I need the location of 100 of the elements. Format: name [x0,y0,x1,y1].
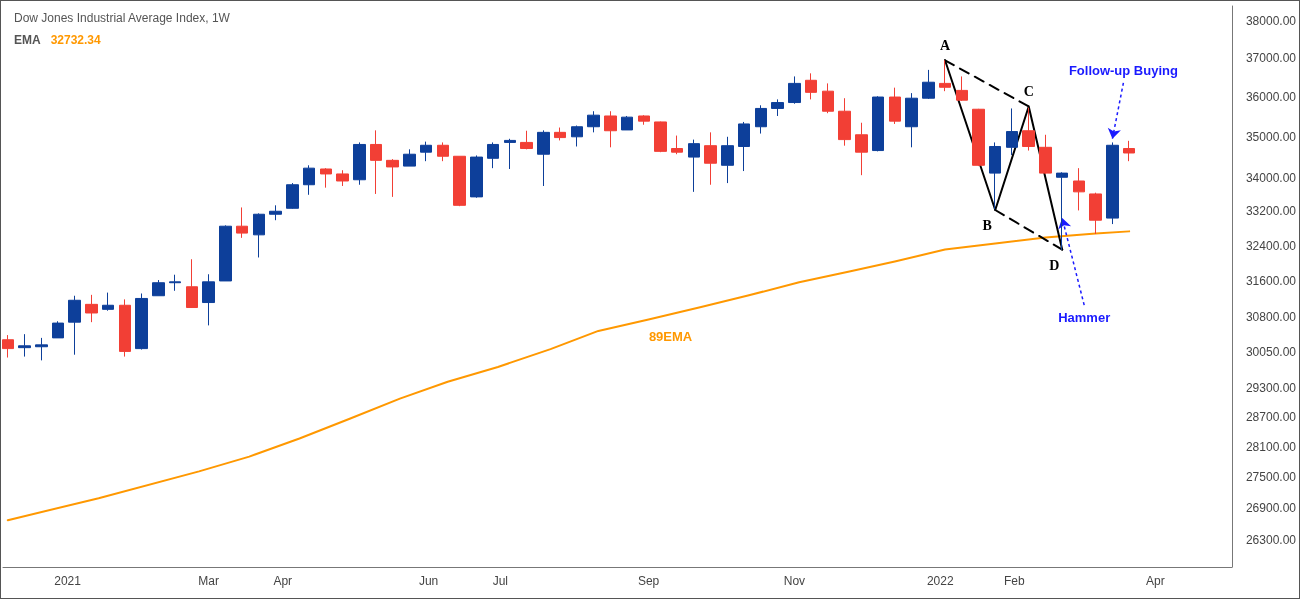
candlestick [822,82,834,114]
candlestick [370,129,382,195]
candlestick [1006,107,1018,156]
chart-title: Dow Jones Industrial Average Index, 1W [14,11,231,25]
candlestick [1022,107,1035,152]
candlestick [353,141,366,186]
candlestick [755,104,767,135]
y-tick-label: 29300.00 [1245,380,1297,395]
candlestick [922,69,935,100]
line-series [6,230,1131,522]
candlestick [621,115,633,131]
candlestick [18,333,31,358]
annotation: Follow-up Buying [1068,62,1178,78]
candlestick [35,337,48,361]
candlestick [336,169,349,187]
candlestick [470,154,483,199]
candlestick [704,131,717,186]
y-tick-label: 38000.00 [1245,13,1297,28]
y-tick-label: 27500.00 [1245,469,1297,484]
candlestick [437,141,449,162]
candlestick [186,258,198,309]
candlestick [1073,167,1085,211]
candlestick [855,122,868,176]
candlestick [889,87,901,125]
y-tick-label: 26300.00 [1245,532,1297,547]
candlestick [453,155,466,207]
candlestick [85,294,98,323]
y-tick-label: 35000.00 [1245,129,1297,144]
candlestick [169,274,181,292]
y-tick-label: 33200.00 [1245,204,1297,219]
candlestick [587,110,600,133]
candlestick [972,108,985,167]
candlestick [1123,140,1135,162]
x-tick-label: 2021 [54,574,82,588]
candlestick [805,72,817,100]
text: EMA 32732.34 [14,33,102,47]
candlestick [554,127,566,141]
candlestick [487,141,499,169]
candlestick [420,141,432,162]
candlestick [286,182,299,210]
series-label: 89EMA [648,329,693,345]
y-tick-label: 26900.00 [1245,501,1297,516]
candlestick [152,279,165,297]
candlestick [403,148,416,167]
candlestick [386,158,399,198]
candlestick [219,224,232,282]
y-tick-label: 32400.00 [1245,238,1297,253]
x-tick-label: Feb [1004,574,1026,588]
candlestick [1056,171,1068,251]
annotation: A [939,37,951,53]
annotation: D [1049,258,1060,274]
candlestick [671,135,683,155]
candlestick [236,206,248,239]
candlestick [2,334,14,359]
candlestick [119,298,131,358]
candlestick [989,141,1001,210]
annotation: C [1023,83,1034,99]
candlestick [102,292,114,312]
y-tick-label: 30800.00 [1245,310,1297,325]
candlestick [135,293,148,351]
candlestick [771,98,784,117]
candlestick [654,121,667,153]
y-tick-label: 28100.00 [1245,439,1297,454]
annotation: Hammer [1058,309,1111,325]
candlestick [504,138,516,170]
x-tick-label: Mar [198,574,219,588]
candlestick [638,114,650,126]
candlestick [788,75,801,105]
x-tick-label: Jul [492,574,508,588]
candlestick [269,204,282,221]
candlestick [872,95,884,152]
y-tick-label: 34000.00 [1245,170,1297,185]
candlestick [939,59,951,92]
candlestick [537,129,550,187]
candlestick [52,320,64,339]
y-tick-label: 28700.00 [1245,409,1297,424]
candlestick [604,110,617,148]
x-tick-label: Sep [637,574,660,588]
x-tick-label: Apr [1146,574,1165,588]
candlestick [320,167,332,189]
x-tick-label: Jun [418,574,439,588]
candlestick [68,295,81,356]
candlestick [738,121,750,172]
candlestick [253,212,265,258]
annotation: B [982,218,992,234]
candlestick [520,130,533,150]
y-tick-label: 31600.00 [1245,273,1297,288]
candlestick [956,75,968,102]
candlestick [303,164,315,196]
x-tick-label: Nov [783,574,806,588]
candlestick [202,273,215,326]
y-tick-label: 37000.00 [1245,51,1297,66]
candlestick [1039,134,1052,175]
x-tick-label: Apr [273,574,293,588]
candlestick [905,92,918,148]
candlestick [1106,141,1119,225]
candlestick [688,139,700,193]
x-tick-label: 2022 [926,574,954,588]
y-tick-label: 30050.00 [1245,344,1297,359]
candlestick [571,125,583,147]
